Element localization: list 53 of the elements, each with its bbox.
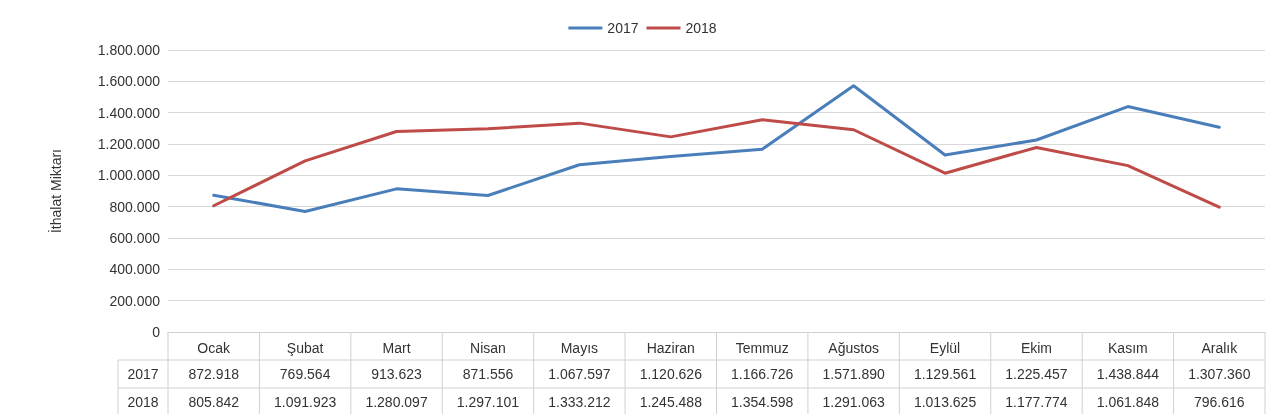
legend-label: 2017 [607,20,639,36]
y-tick-label: 600.000 [109,230,161,246]
data-label: 871.556 [462,366,514,382]
y-tick-label: 800.000 [109,198,161,215]
data-label: 1.013.625 [913,394,977,410]
data-label: 1.307.360 [1188,366,1251,382]
data-label: 1.297.101 [456,394,520,410]
data-label: 1.333.212 [548,394,611,410]
data-label: 1.245.488 [639,394,703,410]
data-label: 769.564 [279,366,331,382]
x-tick-label: Haziran [646,340,695,356]
data-label: 1.120.626 [639,366,703,382]
data-label: 1.067.597 [548,366,611,382]
x-tick-label: Mart [382,340,411,356]
data-label: 1.225.457 [1005,366,1068,382]
data-label: 872.918 [188,366,240,382]
data-label: 1.291.063 [822,394,885,410]
data-label: 1.129.561 [913,366,977,382]
y-tick-label: 400.000 [109,261,161,278]
y-tick-label: 1.800.000 [97,42,161,58]
y-tick-label: 1.000.000 [97,167,161,184]
data-label: 1.177.774 [1005,394,1068,410]
x-tick-label: Ocak [197,340,232,356]
x-tick-label: Şubat [286,340,324,356]
y-axis-title: İthalat Miktarı [47,148,64,234]
legend-label: 2018 [685,20,717,36]
x-tick-label: Mayıs [560,340,599,356]
line-series [212,118,1221,209]
data-label: 1.166.726 [731,366,794,382]
y-tick-label: 1.200.000 [97,136,161,152]
x-tick-label: Ağustos [828,340,879,356]
y-tick-label: 1.400.000 [97,104,161,121]
data-label: 1.280.097 [365,394,428,410]
text: 2017 [127,366,159,382]
x-tick-label: Ekim [1020,340,1053,356]
x-tick-label: Aralık [1201,340,1239,356]
data-label: 1.571.890 [822,366,885,382]
data-label: 805.842 [188,394,240,410]
y-tick-label: 0 [152,324,161,340]
y-tick-label: 1.600.000 [97,73,161,90]
x-tick-label: Kasım [1108,340,1148,356]
x-tick-label: Eylül [929,340,961,356]
text: 2018 [127,394,159,410]
y-tick-label: 200.000 [109,292,161,309]
data-label: 1.091.923 [273,394,337,410]
data-label: 1.354.598 [731,394,794,410]
x-tick-label: Temmuz [735,340,789,356]
data-label: 796.616 [1193,394,1245,410]
x-tick-label: Nisan [470,340,506,356]
data-label: 1.438.844 [1096,366,1160,382]
data-label: 913.623 [371,366,423,382]
data-label: 1.061.848 [1096,394,1160,410]
line-series [212,84,1221,213]
